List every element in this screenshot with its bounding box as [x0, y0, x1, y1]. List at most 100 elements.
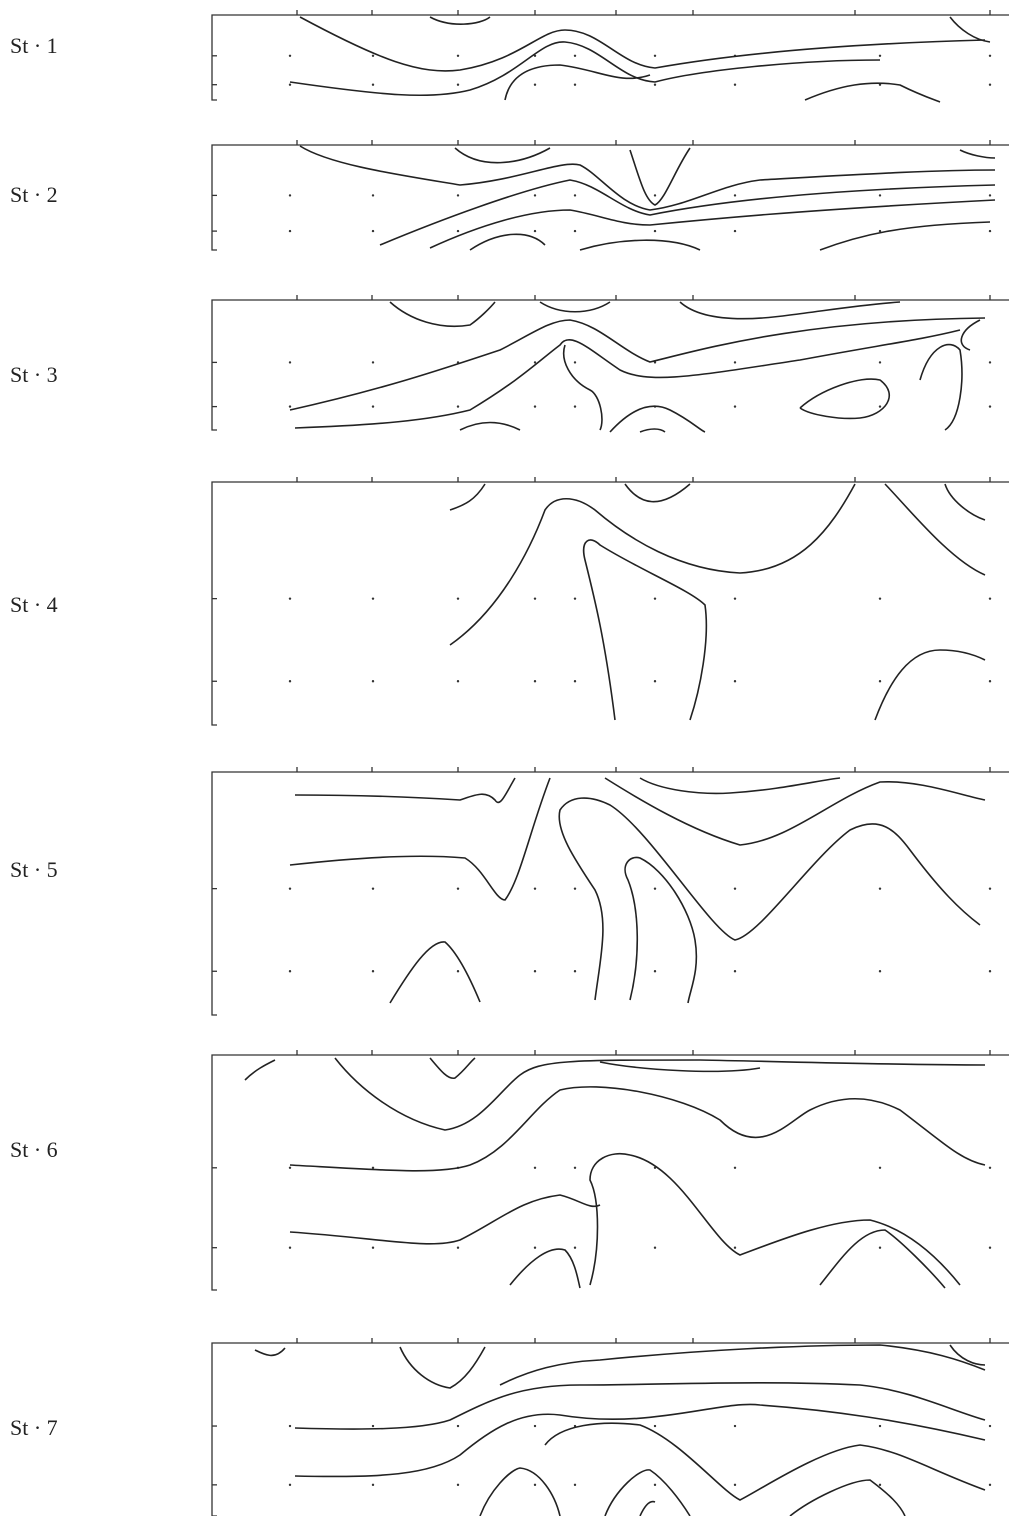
- sample-dot: [288, 54, 292, 57]
- sample-dot: [573, 970, 577, 973]
- sample-dot: [733, 1246, 737, 1249]
- sample-dot: [371, 229, 375, 233]
- contour-line: [604, 777, 986, 846]
- sample-dot: [456, 1424, 460, 1428]
- sample-dot: [988, 597, 992, 600]
- contour-line: [389, 301, 496, 328]
- contour-line: [429, 199, 996, 249]
- station-label: St · 1: [10, 33, 58, 58]
- station-label: St · 4: [10, 592, 58, 617]
- sample-dot: [653, 887, 657, 890]
- sample-dot: [456, 597, 460, 600]
- sample-dot: [456, 1483, 460, 1487]
- sample-dot: [733, 1166, 737, 1170]
- sample-dot: [733, 1483, 737, 1487]
- contour-line: [389, 941, 481, 1004]
- sample-dot: [653, 1424, 657, 1428]
- sample-dot: [878, 1246, 882, 1249]
- contour-line: [579, 239, 701, 251]
- sample-dot: [371, 194, 375, 197]
- contour-line: [959, 149, 996, 159]
- contour-line: [919, 343, 963, 431]
- sample-dot: [533, 680, 537, 683]
- contour-line: [429, 1057, 476, 1080]
- sample-dot: [733, 597, 737, 600]
- station-label: St · 7: [10, 1415, 58, 1440]
- sample-dot: [988, 54, 992, 57]
- panel-frame: [211, 144, 1009, 251]
- sample-dot: [533, 1483, 537, 1487]
- sample-dot: [371, 680, 375, 683]
- sample-dot: [878, 405, 882, 408]
- sample-dot: [988, 229, 992, 233]
- sample-dot: [653, 54, 657, 57]
- contour-line: [499, 1344, 986, 1386]
- contour-line: [539, 301, 611, 313]
- sample-dot: [573, 194, 577, 197]
- contour-line: [639, 1500, 656, 1516]
- sample-dot: [533, 887, 537, 890]
- station-label: St · 5: [10, 857, 58, 882]
- sample-dot: [573, 887, 577, 890]
- contour-line: [449, 483, 856, 646]
- panel-frame: [211, 481, 1009, 726]
- sample-dot: [988, 194, 992, 197]
- contour-line: [469, 233, 546, 251]
- contour-line: [629, 147, 691, 206]
- sample-dot: [371, 1246, 375, 1249]
- sample-dot: [533, 405, 537, 408]
- sample-dot: [878, 597, 882, 600]
- sample-dot: [878, 1483, 882, 1487]
- sample-dot: [653, 361, 657, 364]
- sample-dot: [456, 83, 460, 86]
- sample-dot: [533, 229, 537, 233]
- contour-line: [379, 179, 996, 246]
- sample-dot: [533, 1424, 537, 1428]
- sample-dot: [988, 680, 992, 683]
- sample-dot: [371, 1424, 375, 1428]
- sample-dot: [653, 194, 657, 197]
- contour-line: [599, 1061, 761, 1073]
- contour-line: [449, 483, 486, 511]
- sample-dot: [988, 970, 992, 973]
- sample-dot: [288, 1166, 292, 1170]
- sample-dot: [456, 405, 460, 408]
- contour-line: [244, 1059, 276, 1081]
- sample-dot: [288, 1424, 292, 1428]
- contour-line: [639, 777, 841, 795]
- sample-dot: [988, 83, 992, 86]
- contour-line: [874, 649, 986, 721]
- contour-line: [289, 41, 881, 97]
- sample-dot: [573, 1246, 577, 1249]
- sample-dot: [288, 1246, 292, 1249]
- sample-dot: [573, 405, 577, 408]
- sample-dot: [533, 970, 537, 973]
- station-label: St · 3: [10, 362, 58, 387]
- sample-dot: [456, 1246, 460, 1249]
- sample-dot: [653, 1246, 657, 1249]
- sample-dot: [533, 1166, 537, 1170]
- sample-dot: [288, 405, 292, 408]
- sample-dot: [371, 597, 375, 600]
- contour-line: [819, 1229, 946, 1289]
- sample-dot: [456, 680, 460, 683]
- contour-line: [960, 319, 981, 351]
- sample-dot: [878, 887, 882, 890]
- contour-line: [429, 16, 491, 25]
- sample-dot: [456, 887, 460, 890]
- panel-frame: [211, 771, 1009, 1016]
- sample-dot: [456, 54, 460, 57]
- contour-line: [479, 1467, 561, 1516]
- contour-line: [804, 82, 941, 103]
- contour-line: [399, 1346, 486, 1389]
- sample-dot: [371, 54, 375, 57]
- contour-line: [504, 64, 651, 101]
- contour-line: [299, 16, 986, 72]
- contour-line: [289, 777, 551, 901]
- panel-frame: [211, 1342, 1009, 1516]
- sample-dot: [988, 1424, 992, 1428]
- sample-dot: [988, 1246, 992, 1249]
- sample-dot: [653, 1483, 657, 1487]
